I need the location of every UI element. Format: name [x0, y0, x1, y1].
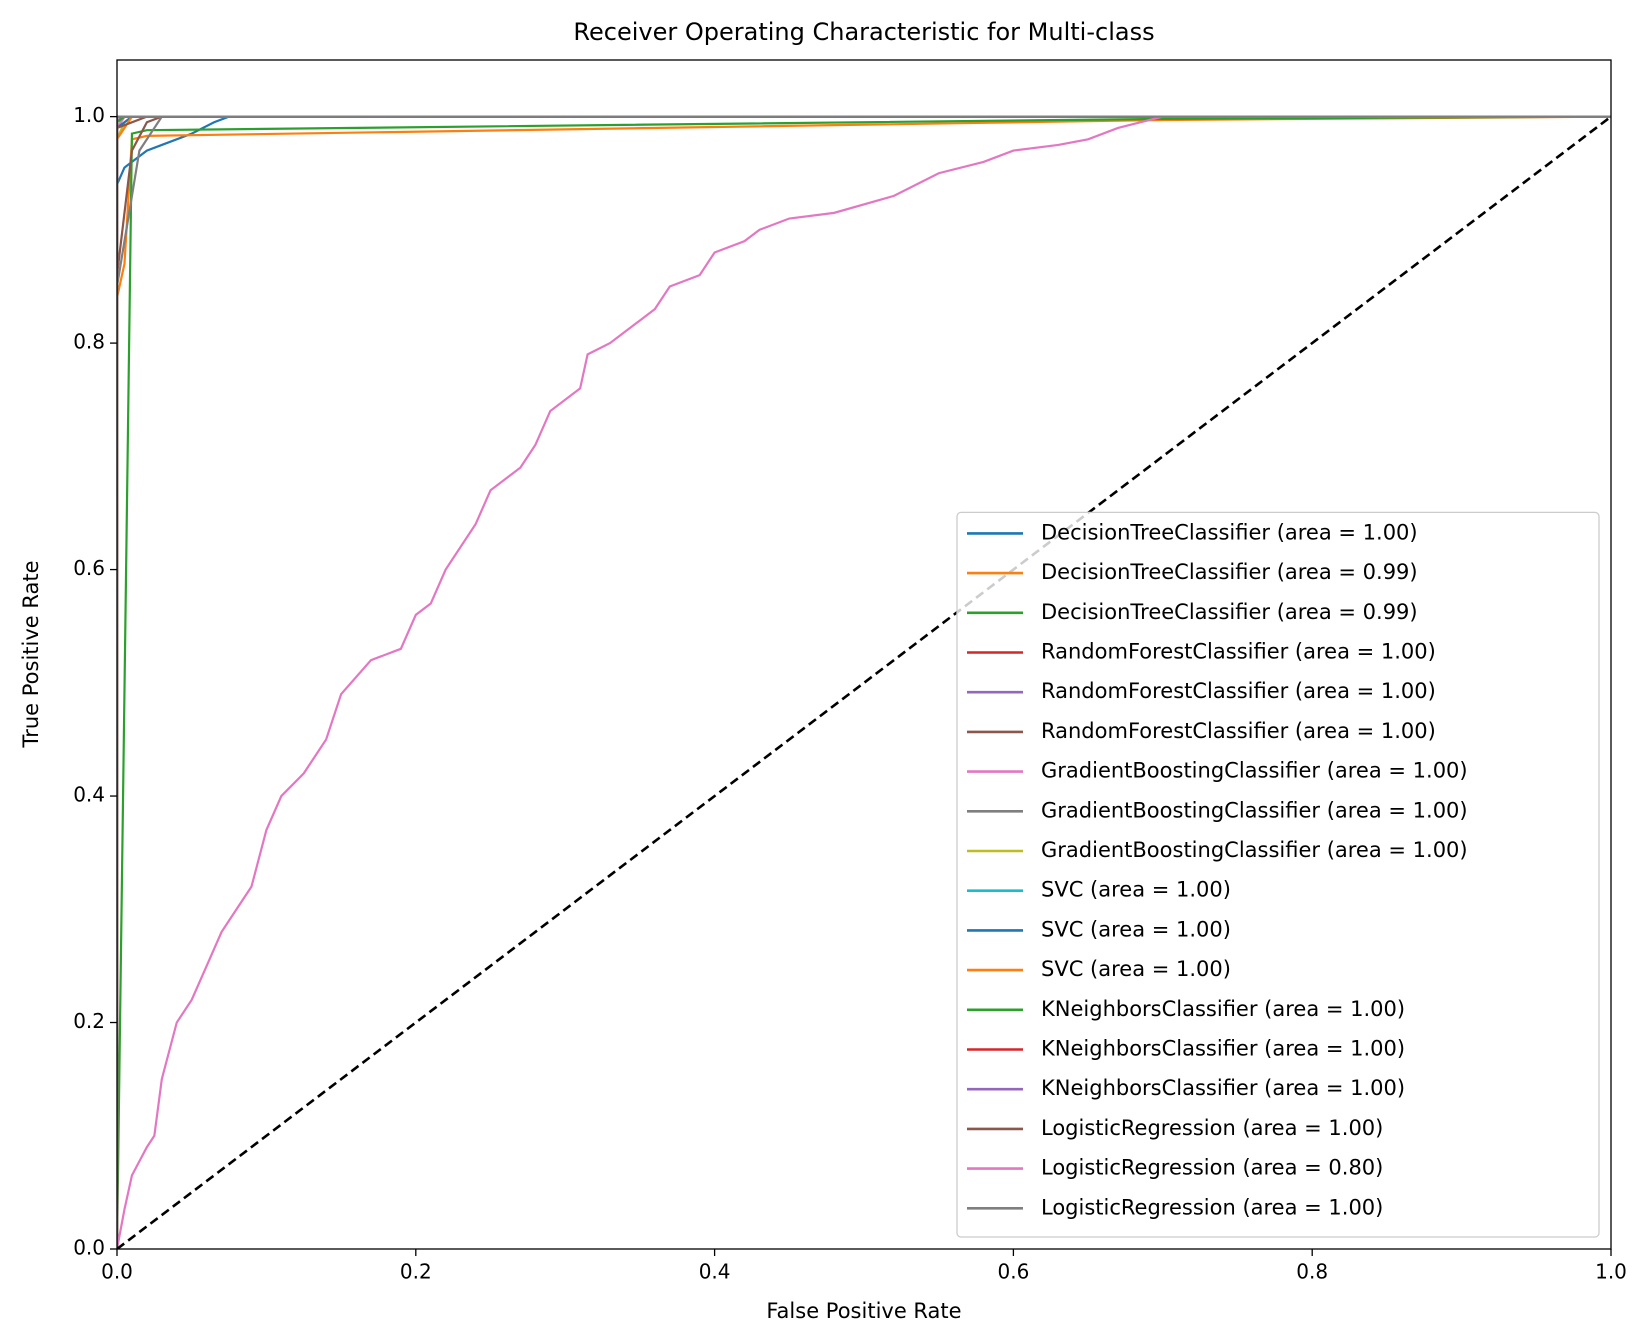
x-axis-label: False Positive Rate	[766, 1299, 961, 1323]
x-tick-label: 1.0	[1595, 1260, 1627, 1284]
x-tick-label: 0.2	[400, 1260, 432, 1284]
legend-label: KNeighborsClassifier (area = 1.00)	[1041, 1037, 1405, 1061]
legend-label: SVC (area = 1.00)	[1041, 878, 1231, 902]
roc-curve	[117, 115, 1611, 1249]
legend-label: DecisionTreeClassifier (area = 0.99)	[1041, 600, 1418, 624]
y-tick-label: 0.8	[73, 330, 105, 354]
legend-label: SVC (area = 1.00)	[1041, 917, 1231, 941]
plot-frame	[116, 59, 1612, 1250]
roc-curve	[117, 115, 1611, 1249]
legend-label: SVC (area = 1.00)	[1041, 957, 1231, 981]
legend-label: LogisticRegression (area = 1.00)	[1041, 1195, 1383, 1219]
chart-title: Receiver Operating Characteristic for Mu…	[573, 18, 1154, 46]
legend-label: RandomForestClassifier (area = 1.00)	[1041, 640, 1436, 664]
roc-curve	[117, 115, 1611, 1249]
legend-label: KNeighborsClassifier (area = 1.00)	[1041, 1076, 1405, 1100]
legend-box	[956, 511, 1600, 1238]
legend-label: DecisionTreeClassifier (area = 0.99)	[1041, 560, 1418, 584]
y-tick-label: 0.2	[73, 1009, 105, 1033]
diagonal-line	[117, 115, 1611, 1249]
x-tick-label: 0.0	[101, 1260, 133, 1284]
y-tick-label: 0.4	[73, 783, 105, 807]
legend-label: LogisticRegression (area = 0.80)	[1041, 1156, 1383, 1180]
y-tick-label: 0.6	[73, 556, 105, 580]
x-tick-label: 0.4	[699, 1260, 731, 1284]
y-axis-label: True Positive Rate	[19, 560, 43, 748]
legend-label: GradientBoostingClassifier (area = 1.00)	[1041, 798, 1468, 822]
x-tick-label: 0.6	[997, 1260, 1029, 1284]
legend-label: RandomForestClassifier (area = 1.00)	[1041, 679, 1436, 703]
legend-label: DecisionTreeClassifier (area = 1.00)	[1041, 520, 1418, 544]
legend-label: GradientBoostingClassifier (area = 1.00)	[1041, 838, 1468, 862]
legend-label: LogisticRegression (area = 1.00)	[1041, 1116, 1383, 1140]
legend-label: KNeighborsClassifier (area = 1.00)	[1041, 997, 1405, 1021]
x-tick-label: 0.8	[1296, 1260, 1328, 1284]
legend-label: GradientBoostingClassifier (area = 1.00)	[1041, 759, 1468, 783]
y-tick-label: 1.0	[73, 103, 105, 127]
legend-label: RandomForestClassifier (area = 1.00)	[1041, 719, 1436, 743]
y-tick-label: 0.0	[73, 1236, 105, 1260]
roc-curve	[117, 115, 1611, 1249]
